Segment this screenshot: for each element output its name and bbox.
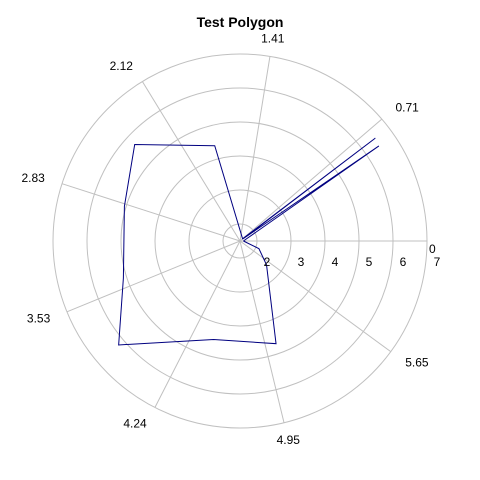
series-layer (118, 137, 380, 346)
chart-title: Test Polygon (197, 14, 284, 30)
angle-tick-label: 1.41 (261, 32, 285, 46)
spoke-1 (239, 118, 383, 242)
angle-tick-label: 2.12 (110, 59, 134, 73)
angle-tick-label: 4.95 (277, 433, 301, 447)
spoke-5 (66, 240, 241, 313)
spoke-2 (239, 56, 271, 242)
grid-layer (52, 53, 428, 429)
radial-tick-label: 7 (434, 255, 441, 269)
series-line-0 (118, 137, 380, 346)
spoke-7 (239, 240, 285, 423)
angle-tick-label: 3.53 (27, 312, 51, 326)
angle-tick-label: 0 (429, 242, 436, 256)
angle-tick-label: 5.65 (405, 355, 429, 369)
spoke-8 (239, 240, 392, 353)
radial-tick-label: 5 (366, 255, 373, 269)
radial-tick-label: 2 (264, 255, 271, 269)
radial-tick-label: 4 (332, 255, 339, 269)
spoke-6 (154, 240, 241, 408)
radial-tick-label: 3 (298, 255, 305, 269)
angle-tick-label: 2.83 (22, 171, 46, 185)
spoke-4 (61, 183, 241, 242)
label-layer: 2 3 4 5 6 70 0.71 1.41 2.12 2.83 3.53 4.24 4.95 5.65 (22, 32, 441, 448)
spoke-3 (141, 81, 241, 242)
angle-tick-label: 0.71 (395, 100, 419, 114)
radial-tick-label: 6 (400, 255, 407, 269)
angle-tick-label: 4.24 (123, 417, 147, 431)
